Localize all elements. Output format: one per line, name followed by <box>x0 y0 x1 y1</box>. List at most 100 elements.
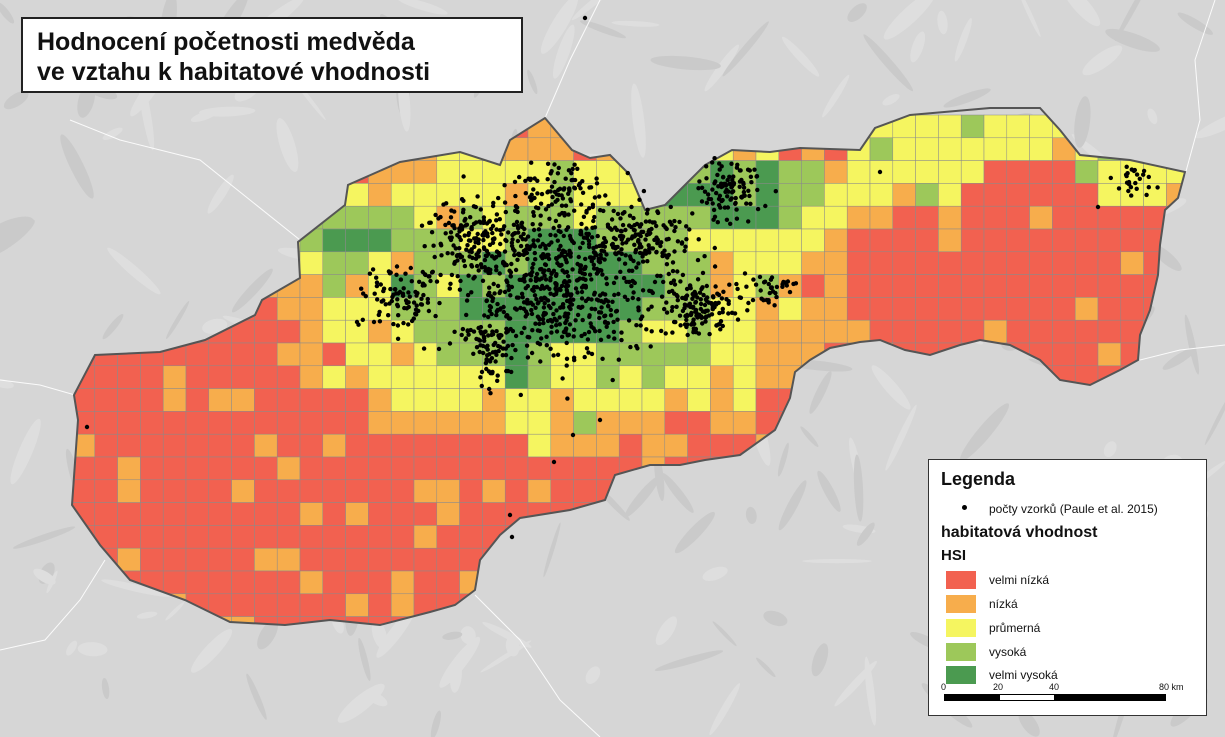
sample-point <box>560 376 565 381</box>
hillshade-ridge <box>3 91 29 110</box>
legend-swatch-velmi-vysoka <box>946 666 976 684</box>
hsi-cell <box>1097 228 1122 253</box>
sample-point <box>507 512 513 518</box>
sample-point <box>580 190 586 195</box>
hsi-cell <box>915 160 939 184</box>
sample-point <box>638 323 643 328</box>
sample-point <box>531 210 536 215</box>
hsi-cell <box>254 525 278 549</box>
sample-point <box>495 283 501 289</box>
hillshade-ridge <box>1114 0 1151 42</box>
sample-point <box>630 268 635 273</box>
hsi-cell <box>299 365 324 389</box>
sample-point <box>554 318 559 323</box>
sample-point <box>464 222 470 227</box>
sample-point <box>712 156 717 161</box>
sample-point <box>581 266 587 272</box>
sample-point <box>753 282 759 287</box>
sample-point <box>761 298 766 303</box>
hsi-cell <box>1006 274 1030 298</box>
hsi-cell <box>1052 228 1076 253</box>
hsi-cell <box>276 570 301 595</box>
sample-point <box>553 273 559 278</box>
sample-point <box>420 269 425 275</box>
sample-point <box>702 254 707 259</box>
sample-point <box>547 216 552 221</box>
sample-point <box>524 243 530 248</box>
sample-point <box>562 270 567 275</box>
hsi-cell <box>938 228 962 253</box>
hillshade-ridge <box>480 640 532 673</box>
legend-title: Legenda <box>941 469 1016 489</box>
sample-point <box>589 351 595 357</box>
hsi-cell <box>1029 228 1053 253</box>
sample-point <box>448 281 453 286</box>
hsi-cell <box>710 388 734 412</box>
sample-point <box>548 171 553 176</box>
sample-point <box>749 180 754 185</box>
hillshade-ridge <box>101 677 110 700</box>
sample-point <box>498 289 503 294</box>
hsi-cell <box>299 388 324 412</box>
sample-point <box>447 286 452 291</box>
hsi-cell <box>299 570 324 595</box>
sample-point <box>464 312 469 318</box>
hsi-cell <box>1029 205 1053 230</box>
sample-point <box>535 340 540 346</box>
hsi-cell <box>778 228 802 253</box>
hsi-cell <box>413 160 438 184</box>
sample-point <box>551 225 556 231</box>
sample-point <box>1129 193 1134 198</box>
hsi-cell <box>436 433 460 458</box>
sample-point <box>632 242 637 247</box>
hsi-cell <box>983 297 1008 321</box>
hsi-cell <box>345 502 369 526</box>
sample-point <box>757 274 763 280</box>
sample-point <box>519 291 525 296</box>
hillshade-ridge <box>376 607 416 658</box>
sample-point <box>517 174 522 180</box>
hillshade-ridge <box>809 371 832 414</box>
hsi-cell <box>869 137 894 161</box>
sample-point <box>701 292 706 298</box>
hsi-cell <box>459 502 483 526</box>
hsi-cell <box>869 205 894 230</box>
hsi-cell <box>299 433 324 458</box>
sample-point <box>717 193 723 198</box>
hsi-cell <box>1074 183 1099 207</box>
hillshade-ridge <box>371 619 388 649</box>
sample-point <box>696 237 701 242</box>
sample-point <box>575 166 580 171</box>
hsi-cell <box>527 365 552 389</box>
sample-point <box>528 177 533 183</box>
hsi-cell <box>755 183 780 207</box>
sample-point <box>474 336 479 342</box>
hsi-cell <box>892 183 916 207</box>
hsi-cell <box>983 137 1008 161</box>
sample-point <box>531 187 536 192</box>
hsi-cell <box>162 479 187 503</box>
hillshade-ridge <box>0 216 34 238</box>
sample-point <box>670 268 676 274</box>
sample-point <box>549 202 555 207</box>
hsi-cell <box>1074 228 1099 253</box>
sample-point <box>482 246 487 252</box>
sample-point <box>419 223 425 228</box>
sample-point <box>634 265 639 270</box>
sample-point <box>564 363 569 368</box>
sample-point <box>513 193 518 199</box>
sample-point <box>542 262 548 267</box>
legend-label-vysoka: vysoká <box>989 645 1027 659</box>
hsi-cell <box>231 433 255 458</box>
sample-point <box>700 270 706 276</box>
sample-point <box>682 305 687 311</box>
hsi-cell <box>322 228 346 253</box>
sample-point <box>417 279 422 284</box>
hsi-cell <box>618 388 643 412</box>
sample-point <box>712 264 718 269</box>
sample-point <box>625 237 631 242</box>
hsi-cell <box>1006 114 1030 139</box>
sample-point <box>619 330 624 335</box>
sample-point <box>610 299 615 304</box>
